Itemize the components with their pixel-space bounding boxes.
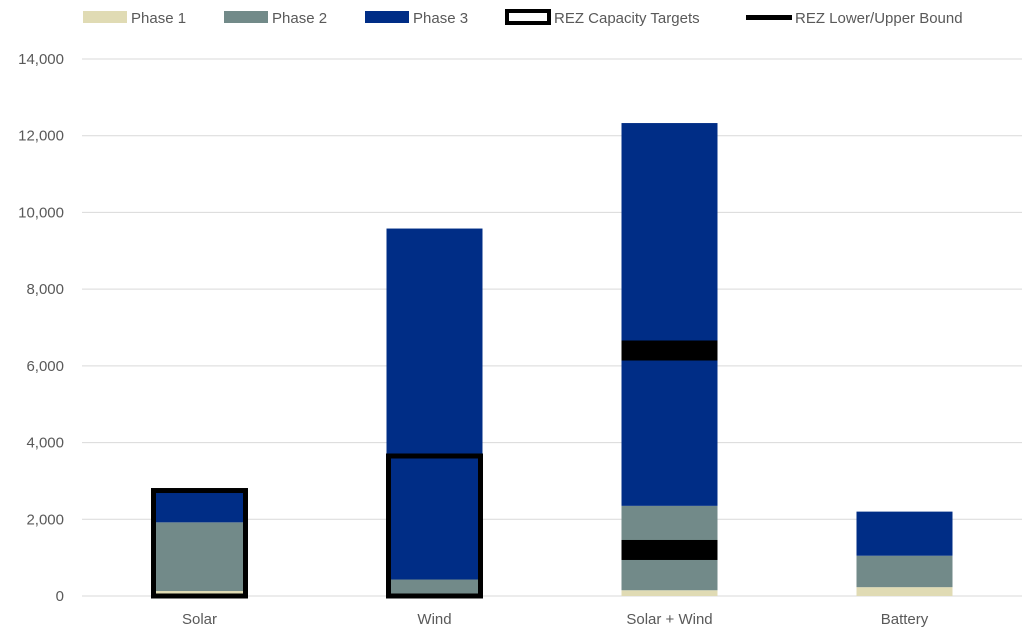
legend-label-phase-3: Phase 3	[413, 10, 468, 27]
x-tick-label: Wind	[417, 611, 451, 628]
legend-label-rez-bound: REZ Lower/Upper Bound	[795, 10, 963, 27]
bar-battery-phase-1	[856, 587, 953, 596]
x-tick-label: Solar	[182, 611, 217, 628]
rez-overlays	[151, 340, 718, 599]
y-tick-label: 10,000	[18, 204, 64, 221]
y-tick-label: 8,000	[26, 281, 64, 298]
bar-solar-wind-phase-3	[621, 123, 718, 506]
bar-solar-wind-phase-1	[621, 590, 718, 596]
y-tick-label: 4,000	[26, 435, 64, 452]
y-axis-ticks: 0 2,000 4,000 6,000 8,000 10,000 12,000 14,000	[18, 51, 64, 605]
legend-swatch-rez-capacity-targets	[505, 9, 551, 25]
bar-battery-phase-2	[856, 555, 953, 588]
rez-bound-upper-solar-wind	[621, 340, 718, 361]
y-tick-label: 6,000	[26, 358, 64, 375]
rez-bound-lower-solar-wind	[621, 539, 718, 560]
bar-solar-phase-2	[151, 522, 248, 592]
x-axis-ticks: Solar Wind Solar + Wind Battery	[182, 611, 929, 628]
legend-label-rez-capacity-targets: REZ Capacity Targets	[554, 10, 700, 27]
bar-wind-phase-2	[386, 579, 483, 595]
x-tick-label: Battery	[881, 611, 929, 628]
rez-target-box-solar	[151, 488, 248, 599]
y-tick-label: 0	[56, 588, 64, 605]
bar-solar-phase-3	[151, 492, 248, 523]
legend-swatch-phase-1	[83, 11, 127, 23]
legend-swatch-rez-bound	[746, 15, 792, 20]
legend-swatch-phase-3	[365, 11, 409, 23]
legend: Phase 1 Phase 2 Phase 3 REZ Capacity Tar…	[83, 9, 963, 27]
bar-wind-phase-3	[386, 228, 483, 580]
x-tick-label: Solar + Wind	[626, 611, 712, 628]
bars	[151, 123, 953, 596]
y-tick-label: 2,000	[26, 511, 64, 528]
y-tick-label: 12,000	[18, 128, 64, 145]
y-tick-label: 14,000	[18, 51, 64, 68]
legend-swatch-phase-2	[224, 11, 268, 23]
bar-battery-phase-3	[856, 511, 953, 556]
legend-label-phase-2: Phase 2	[272, 10, 327, 27]
rez-target-box-wind	[386, 453, 483, 599]
legend-label-phase-1: Phase 1	[131, 10, 186, 27]
